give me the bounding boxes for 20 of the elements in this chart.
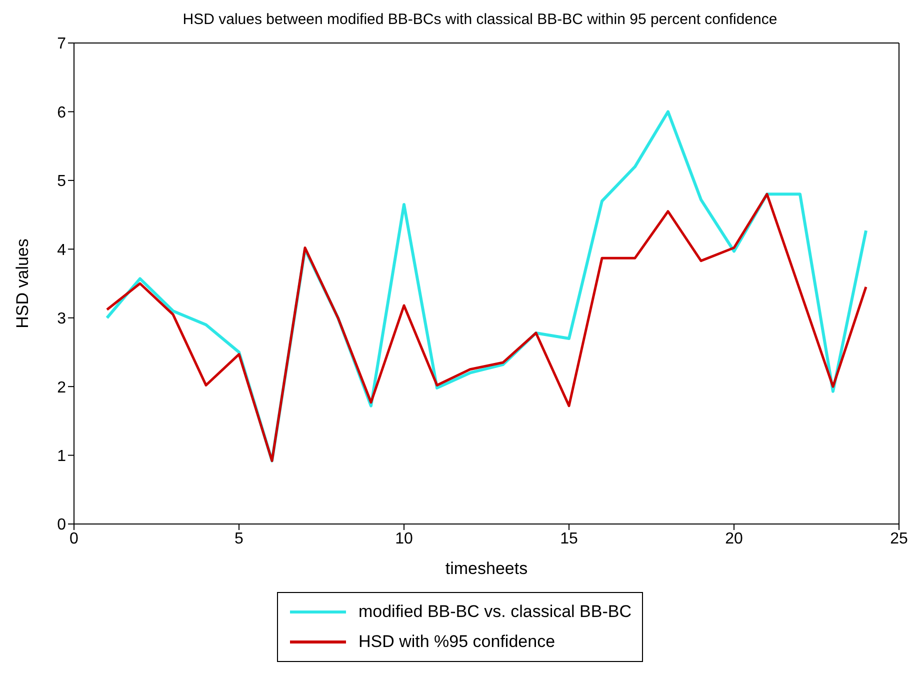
x-axis-title: timesheets: [445, 559, 528, 578]
y-tick-label: 3: [57, 310, 66, 328]
y-tick-label: 5: [57, 173, 66, 190]
chart-title: HSD values between modified BB-BCs with classical BB-BC within 95 percent confidence: [182, 10, 778, 30]
x-tick-label: 15: [560, 530, 578, 548]
y-axis-title: HSD values: [13, 238, 32, 328]
y-tick-label: 2: [57, 379, 66, 396]
legend-label: modified BB-BC vs. classical BB-BC: [358, 602, 632, 622]
x-tick-label: 20: [725, 530, 743, 548]
x-tick-label: 5: [234, 530, 244, 548]
y-tick-label: 6: [57, 104, 66, 122]
y-tick-label: 7: [57, 36, 66, 53]
x-tick-label: 25: [890, 530, 908, 548]
y-tick-label: 1: [57, 448, 66, 465]
line-series: [106, 192, 868, 462]
x-tick-label: 10: [395, 530, 413, 548]
y-tick-label: 0: [57, 516, 66, 534]
y-tick-label: 4: [57, 242, 66, 259]
legend-label: HSD with %95 confidence: [358, 632, 556, 652]
x-tick-label: 0: [70, 530, 79, 548]
